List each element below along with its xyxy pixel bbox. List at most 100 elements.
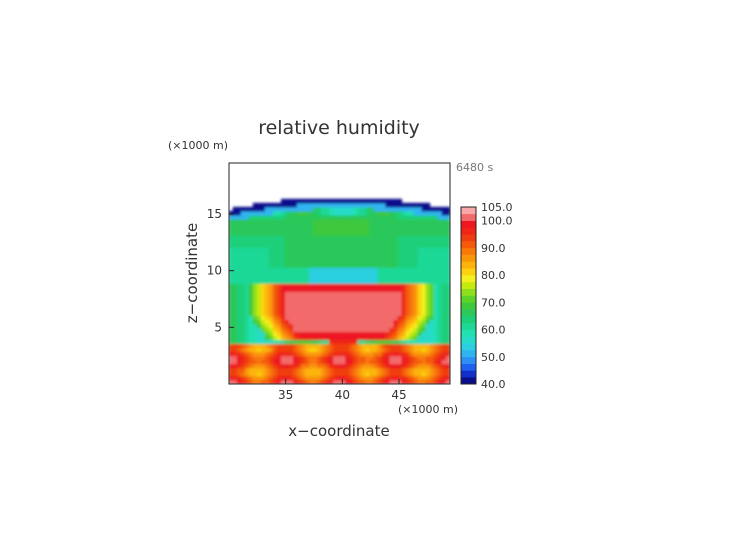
field-cell <box>268 214 274 220</box>
field-cell <box>264 371 270 377</box>
field-cell <box>429 327 435 333</box>
field-cell <box>421 319 427 325</box>
field-cell <box>369 239 374 244</box>
field-cell <box>357 307 362 312</box>
field-cell <box>280 367 286 373</box>
field-cell <box>349 303 354 308</box>
field-cell <box>288 303 294 308</box>
field-cell <box>365 247 370 252</box>
field-cell <box>240 267 246 272</box>
field-cell <box>389 311 395 316</box>
field-cell <box>325 247 330 252</box>
field-cell <box>288 255 294 260</box>
field-cell <box>268 279 274 284</box>
field-cell <box>425 267 431 272</box>
field-cell <box>369 331 374 337</box>
field-cell <box>397 351 403 357</box>
field-cell <box>284 263 290 268</box>
field-cell <box>433 255 439 260</box>
field-cell <box>305 210 310 216</box>
field-cell <box>268 226 274 232</box>
field-cell <box>373 307 378 312</box>
field-cell <box>321 198 326 204</box>
field-cell <box>333 347 338 353</box>
field-cell <box>329 247 334 252</box>
field-cell <box>353 331 358 337</box>
field-cell <box>325 287 330 292</box>
field-cell <box>244 291 250 296</box>
field-cell <box>441 355 447 361</box>
field-cell <box>425 251 431 256</box>
field-cell <box>240 222 246 228</box>
field-cell <box>264 379 270 384</box>
field-cell <box>248 295 254 300</box>
field-cell <box>256 327 262 333</box>
field-cell <box>421 327 427 333</box>
field-cell <box>441 303 447 308</box>
field-cell <box>341 251 346 256</box>
field-cell <box>341 375 346 381</box>
field-cell <box>256 222 262 228</box>
field-cell <box>229 307 234 312</box>
field-cell <box>240 351 246 357</box>
field-cell <box>260 291 266 296</box>
field-cell <box>433 323 439 329</box>
field-cell <box>256 299 262 304</box>
field-cell <box>381 247 387 252</box>
field-cell <box>309 271 314 276</box>
field-cell <box>268 307 274 312</box>
field-cell <box>385 327 391 333</box>
field-cell <box>232 218 238 224</box>
field-cell <box>385 311 391 316</box>
field-cell <box>393 363 399 369</box>
field-cell <box>248 335 254 341</box>
field-cell <box>260 218 266 224</box>
field-cell <box>345 335 350 341</box>
field-cell <box>232 231 238 236</box>
field-cell <box>256 347 262 353</box>
field-cell <box>409 327 415 333</box>
x-tick-label: 35 <box>278 388 293 402</box>
field-cell <box>260 363 266 369</box>
field-cell <box>405 363 411 369</box>
field-cell <box>260 214 266 220</box>
field-cell <box>377 247 382 252</box>
field-cell <box>437 218 443 224</box>
field-cell <box>349 351 354 357</box>
field-cell <box>329 315 334 321</box>
field-cell <box>264 214 270 220</box>
field-cell <box>369 303 374 308</box>
field-cell <box>313 235 318 240</box>
field-cell <box>276 375 282 381</box>
field-cell <box>248 226 254 232</box>
field-cell <box>405 371 411 377</box>
field-cell <box>433 379 439 384</box>
field-cell <box>349 239 354 244</box>
field-cell <box>309 202 314 208</box>
field-cell <box>385 247 391 252</box>
field-cell <box>365 343 370 349</box>
field-cell <box>321 359 326 365</box>
field-cell <box>325 295 330 300</box>
field-cell <box>317 335 322 341</box>
field-cell <box>229 335 234 341</box>
field-cell <box>445 222 450 228</box>
field-cell <box>413 343 419 349</box>
field-cell <box>377 363 382 369</box>
field-cell <box>317 347 322 353</box>
field-cell <box>445 343 450 349</box>
field-cell <box>280 371 286 377</box>
field-cell <box>397 287 403 292</box>
field-cell <box>361 247 366 252</box>
field-cell <box>264 339 270 345</box>
field-cell <box>437 271 443 276</box>
field-cell <box>433 283 439 288</box>
field-cell <box>345 283 350 288</box>
field-cell <box>248 327 254 333</box>
field-cell <box>288 299 294 304</box>
field-cell <box>244 283 250 288</box>
field-cell <box>381 363 387 369</box>
field-cell <box>305 251 310 256</box>
field-cell <box>280 287 286 292</box>
